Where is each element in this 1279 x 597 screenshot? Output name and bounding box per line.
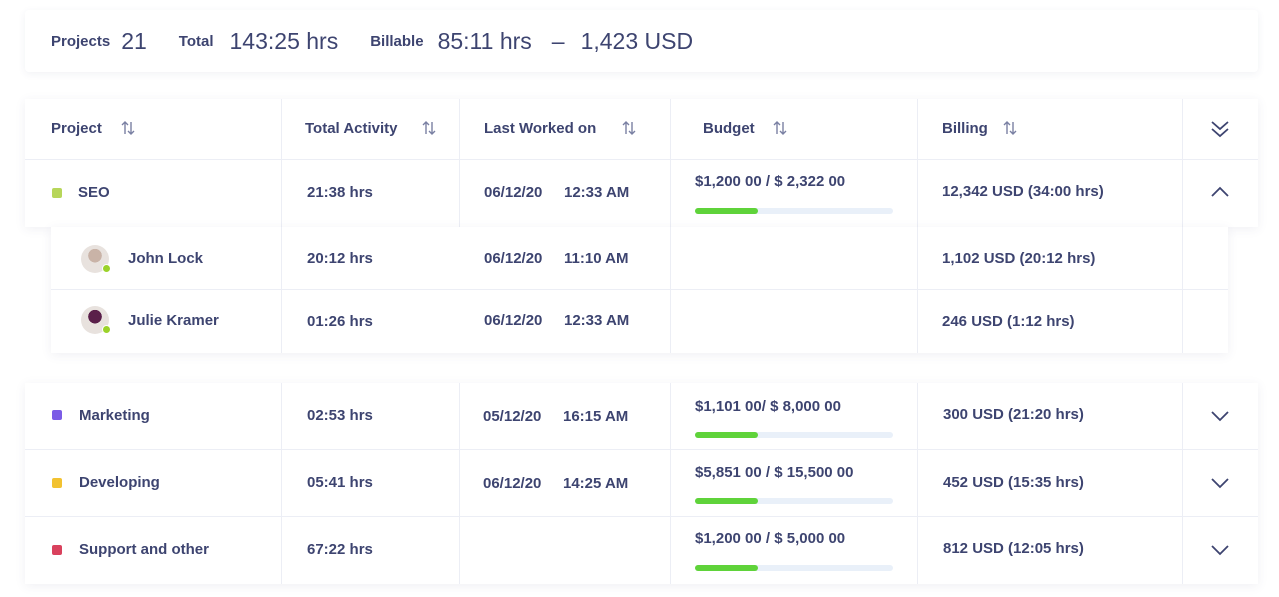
budget-value: $1,200 00 / $ 5,000 00 — [695, 530, 846, 547]
online-status-dot — [102, 264, 111, 273]
chevron-down-icon[interactable] — [1210, 410, 1230, 422]
total-label: Total — [178, 32, 214, 50]
last-worked-time: 16:15 AM — [563, 408, 629, 425]
project-activity: 02:53 hrs — [307, 407, 373, 424]
project-color-swatch — [52, 478, 62, 488]
sort-arrows-icon[interactable] — [120, 120, 136, 136]
header-budget[interactable]: Budget — [703, 120, 755, 137]
sort-arrows-icon[interactable] — [421, 120, 437, 136]
billing-value: 812 USD (12:05 hrs) — [943, 540, 1084, 557]
header-project[interactable]: Project — [51, 120, 102, 137]
budget-value: $1,101 00/ $ 8,000 00 — [695, 398, 841, 415]
header-total-activity[interactable]: Total Activity — [305, 120, 398, 137]
billing-value: 300 USD (21:20 hrs) — [943, 406, 1084, 423]
project-name[interactable]: SEO — [78, 184, 110, 201]
member-name[interactable]: John Lock — [128, 250, 204, 267]
budget-progress-bar — [695, 565, 893, 571]
billing-value: 452 USD (15:35 hrs) — [943, 474, 1084, 491]
project-activity: 21:38 hrs — [307, 184, 373, 201]
summary-bar: Projects 21 Total 143:25 hrs Billable 85… — [25, 10, 1258, 72]
online-status-dot — [102, 325, 111, 334]
projects-table-top: Project Total Activity Last Worked on Bu… — [25, 99, 1258, 227]
member-activity: 01:26 hrs — [307, 313, 373, 330]
projects-table-bottom: Marketing 02:53 hrs 05/12/20 16:15 AM $1… — [25, 383, 1258, 584]
total-value: 143:25 hrs — [229, 27, 339, 54]
budget-progress-bar — [695, 498, 893, 504]
budget-value: $5,851 00 / $ 15,500 00 — [695, 464, 854, 481]
sort-arrows-icon[interactable] — [1002, 120, 1018, 136]
project-activity: 05:41 hrs — [307, 474, 373, 491]
chevron-up-icon[interactable] — [1210, 186, 1230, 198]
project-activity: 67:22 hrs — [307, 541, 373, 558]
billing-value: 12,342 USD (34:00 hrs) — [942, 183, 1104, 200]
billable-label: Billable — [370, 32, 424, 50]
projects-count: 21 — [121, 27, 147, 54]
last-worked-date: 06/12/20 — [483, 475, 542, 492]
billing-value: 246 USD (1:12 hrs) — [942, 313, 1075, 330]
header-last-worked[interactable]: Last Worked on — [484, 120, 597, 137]
last-worked-date: 06/12/20 — [484, 250, 543, 267]
separator-dash: – — [551, 27, 565, 54]
billing-value: 1,102 USD (20:12 hrs) — [942, 250, 1096, 267]
project-name[interactable]: Marketing — [79, 407, 150, 424]
budget-progress-bar — [695, 208, 893, 214]
project-color-swatch — [52, 410, 62, 420]
last-worked-time: 11:10 AM — [564, 250, 629, 267]
member-activity: 20:12 hrs — [307, 250, 373, 267]
last-worked-time: 12:33 AM — [564, 312, 630, 329]
chevron-down-icon[interactable] — [1210, 477, 1230, 489]
project-color-swatch — [52, 545, 62, 555]
chevron-down-icon[interactable] — [1210, 544, 1230, 556]
billable-amount: 1,423 USD — [580, 27, 694, 54]
project-name[interactable]: Support and other — [79, 541, 209, 558]
member-name[interactable]: Julie Kramer — [128, 312, 219, 329]
billable-hours: 85:11 hrs — [437, 27, 532, 54]
budget-progress-bar — [695, 432, 893, 438]
sort-arrows-icon[interactable] — [772, 120, 788, 136]
last-worked-time: 12:33 AM — [564, 184, 630, 201]
member-rows: John Lock 20:12 hrs 06/12/20 11:10 AM 1,… — [51, 227, 1228, 353]
last-worked-date: 06/12/20 — [484, 184, 543, 201]
double-chevron-down-icon[interactable] — [1210, 119, 1230, 139]
project-color-swatch — [52, 188, 62, 198]
last-worked-time: 14:25 AM — [563, 475, 629, 492]
budget-value: $1,200 00 / $ 2,322 00 — [695, 173, 846, 190]
project-name[interactable]: Developing — [79, 474, 160, 491]
header-billing[interactable]: Billing — [942, 120, 988, 137]
sort-arrows-icon[interactable] — [621, 120, 637, 136]
projects-label: Projects — [51, 32, 111, 50]
last-worked-date: 05/12/20 — [483, 408, 542, 425]
last-worked-date: 06/12/20 — [484, 312, 543, 329]
